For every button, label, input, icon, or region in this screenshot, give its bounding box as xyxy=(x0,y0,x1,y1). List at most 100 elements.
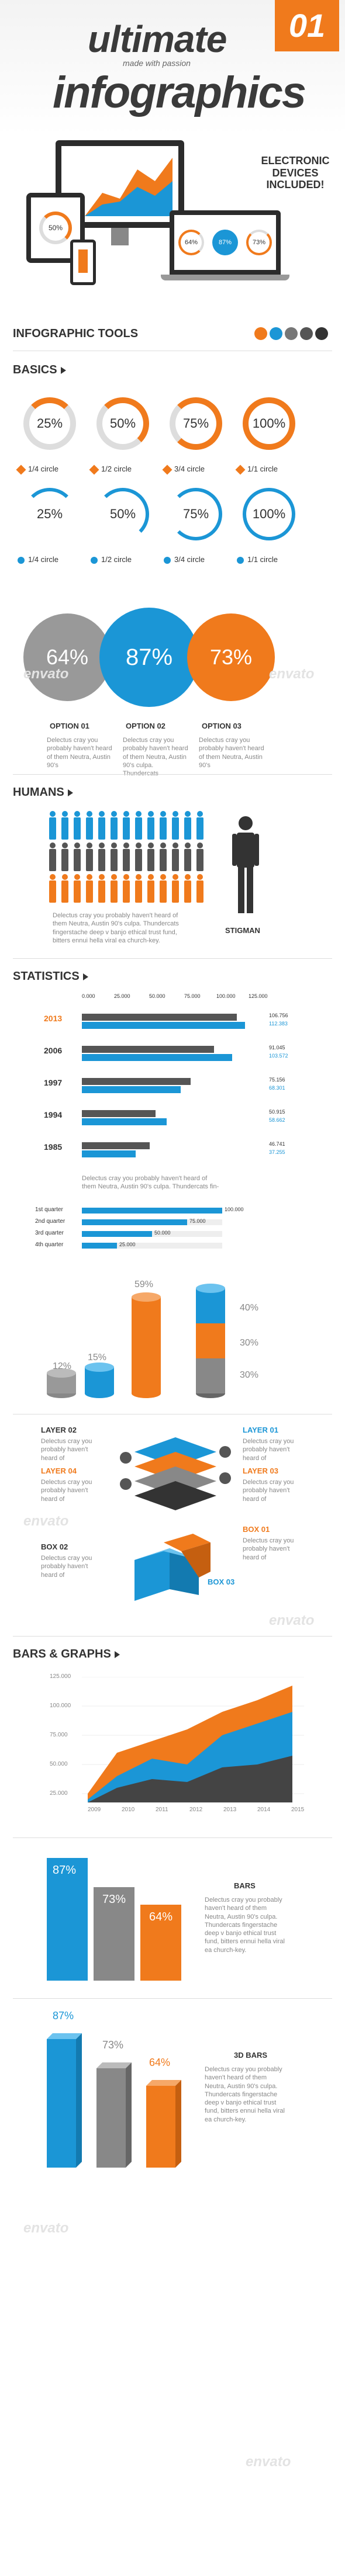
cylinder-chart xyxy=(47,1284,225,1398)
person-icon xyxy=(61,874,68,903)
layers-diagram xyxy=(120,1437,231,1510)
person-icon xyxy=(123,874,130,903)
quarter-label: 4th quarter xyxy=(35,1242,64,1248)
basics-title: BASICS xyxy=(0,363,66,377)
humans-text: Delectus cray you probably haven't heard… xyxy=(53,912,179,944)
stat-bar-gray xyxy=(82,1142,150,1149)
stat-bar-gray xyxy=(82,1046,214,1053)
stigman-label: STIGMAN xyxy=(225,926,260,935)
layer-02-text: Delectus cray you probably haven't heard… xyxy=(41,1438,92,1462)
stat-value-2: 37.255 xyxy=(269,1149,285,1155)
bar3d-label-73: 73% xyxy=(102,2039,124,2051)
option-label-2: OPTION 02 xyxy=(126,722,165,730)
orange-diamond-icon xyxy=(162,464,172,475)
stat-bar-blue xyxy=(82,1022,245,1029)
option-circle-1: 64% xyxy=(23,613,111,701)
stat-bar-blue xyxy=(82,1118,167,1125)
3d-bars-chart xyxy=(47,2033,181,2168)
stat-value-2: 112.383 xyxy=(269,1021,288,1027)
divider xyxy=(13,1636,332,1637)
area-chart xyxy=(82,1677,304,1802)
stat-value-1: 46.741 xyxy=(269,1141,285,1147)
person-icon xyxy=(160,843,167,871)
laptop-ring-3: 73% xyxy=(246,230,272,255)
swatch-black xyxy=(315,327,328,340)
orange-label-3: 3/4 circle xyxy=(162,464,205,475)
stat-bar-blue xyxy=(82,1150,136,1157)
person-icon xyxy=(184,843,191,871)
person-icon xyxy=(196,843,203,871)
quarter-label: 3rd quarter xyxy=(35,1230,64,1236)
quarter-label: 2nd quarter xyxy=(35,1218,65,1225)
divider xyxy=(13,958,332,959)
watermark: envato xyxy=(246,2454,291,2470)
quarter-bar xyxy=(82,1219,187,1225)
stat-value-2: 58.662 xyxy=(269,1117,285,1123)
quarter-value: 25.000 xyxy=(119,1242,136,1247)
bars-graphs-title: BARS & GRAPHS xyxy=(0,1648,120,1661)
monitor-area-chart xyxy=(85,158,172,216)
option-circle-2: 87% xyxy=(99,608,199,707)
stat-value-1: 91.045 xyxy=(269,1045,285,1050)
divider xyxy=(13,774,332,775)
swatch-orange xyxy=(254,327,267,340)
bars-text: Delectus cray you probably haven't heard… xyxy=(205,1897,285,1954)
swatch-blue xyxy=(270,327,282,340)
person-icon xyxy=(111,874,118,903)
person-icon xyxy=(74,843,81,871)
stat-value-2: 68.301 xyxy=(269,1085,285,1091)
blue-dot-icon xyxy=(164,556,171,564)
orange-ring-25: 25% xyxy=(23,397,76,450)
swatch-darkgray xyxy=(300,327,313,340)
axis-tick: 25.000 xyxy=(114,993,130,999)
person-icon xyxy=(49,843,56,871)
triangle-icon xyxy=(60,366,66,374)
blue-dot-icon xyxy=(237,556,244,564)
area-x-tick: 2011 xyxy=(156,1807,168,1813)
blue-label-4: 1/1 circle xyxy=(237,555,278,564)
person-icon xyxy=(111,843,118,871)
blue-label-1: 1/4 circle xyxy=(18,555,58,564)
boxes-diagram xyxy=(134,1534,211,1601)
box-02-label: BOX 02 xyxy=(41,1542,68,1551)
watermark: envato xyxy=(23,1513,69,1529)
stat-bar-blue xyxy=(82,1086,181,1093)
devices-note: ELECTRONIC DEVICES INCLUDED! xyxy=(261,155,330,191)
stat-year-label: 1985 xyxy=(44,1142,63,1152)
bar3d-label-64: 64% xyxy=(149,2057,171,2068)
area-x-tick: 2009 xyxy=(88,1807,101,1813)
cyl-label-30b: 30% xyxy=(240,1370,259,1380)
stat-bar-gray xyxy=(82,1110,156,1117)
layer-03-label: LAYER 03 xyxy=(243,1466,278,1475)
laptop-ring-1: 64% xyxy=(178,230,204,255)
quarter-track xyxy=(82,1231,222,1237)
option-text-3: Delectus cray you probably haven't heard… xyxy=(199,737,264,769)
person-icon xyxy=(98,843,105,871)
bar-label-73: 73% xyxy=(102,1893,126,1906)
person-icon xyxy=(160,874,167,903)
orange-ring-50: 50% xyxy=(96,397,149,450)
stat-value-1: 75.156 xyxy=(269,1077,285,1083)
layer-01-text: Delectus cray you probably haven't heard… xyxy=(243,1438,294,1462)
option-circle-3: 73% xyxy=(187,613,275,701)
orange-label-2: 1/2 circle xyxy=(89,464,132,475)
laptop-ring-2: 87% xyxy=(212,230,238,255)
orange-label-4: 1/1 circle xyxy=(235,464,278,475)
box-01-text: Delectus cray you probably haven't heard… xyxy=(243,1537,294,1561)
quarter-bar xyxy=(82,1208,222,1214)
quarter-value: 100.000 xyxy=(225,1206,244,1212)
stat-year-label: 2006 xyxy=(44,1046,63,1055)
person-icon xyxy=(123,843,130,871)
person-icon xyxy=(86,811,93,840)
orange-diamond-icon xyxy=(16,464,26,475)
triangle-icon xyxy=(67,789,73,796)
stat-bar-gray xyxy=(82,1014,237,1021)
option-text-2: Delectus cray you probably haven't heard… xyxy=(123,737,188,777)
orange-diamond-icon xyxy=(235,464,246,475)
person-icon xyxy=(135,874,142,903)
axis-tick: 50.000 xyxy=(149,993,165,999)
orange-label-1: 1/4 circle xyxy=(16,464,58,475)
layer-02-label: LAYER 02 xyxy=(41,1426,77,1434)
humans-title: HUMANS xyxy=(0,786,73,799)
person-icon xyxy=(61,811,68,840)
